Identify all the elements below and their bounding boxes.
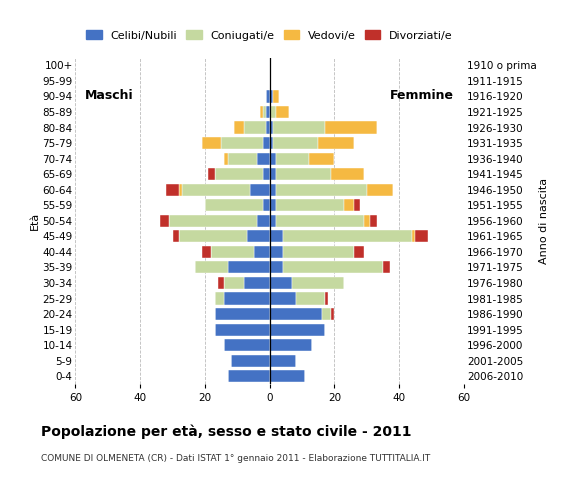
Bar [270, 90, 273, 103]
Bar [263, 168, 270, 180]
Bar [215, 168, 263, 180]
Bar [276, 168, 331, 180]
Bar [270, 246, 282, 258]
Bar [257, 215, 270, 227]
Bar [247, 230, 270, 242]
Bar [260, 106, 263, 118]
Y-axis label: Età: Età [30, 212, 39, 230]
Bar [179, 230, 247, 242]
Bar [253, 246, 270, 258]
Bar [160, 215, 169, 227]
Bar [224, 277, 244, 289]
Bar [270, 168, 276, 180]
Bar [273, 121, 325, 133]
Bar [221, 137, 263, 149]
Bar [202, 246, 212, 258]
Bar [325, 292, 328, 305]
Bar [166, 184, 179, 196]
Bar [296, 292, 325, 305]
Bar [270, 199, 276, 211]
Bar [215, 292, 224, 305]
Bar [270, 308, 321, 320]
Bar [208, 168, 215, 180]
Text: Femmine: Femmine [390, 89, 454, 102]
Bar [234, 121, 244, 133]
Bar [270, 355, 296, 367]
Bar [263, 106, 266, 118]
Bar [263, 137, 270, 149]
Bar [227, 370, 270, 382]
Bar [276, 199, 344, 211]
Bar [276, 215, 364, 227]
Bar [270, 324, 325, 336]
Bar [370, 215, 376, 227]
Bar [212, 246, 253, 258]
Bar [215, 308, 270, 320]
Bar [292, 277, 344, 289]
Bar [270, 215, 276, 227]
Bar [270, 370, 305, 382]
Bar [344, 199, 354, 211]
Bar [364, 215, 370, 227]
Text: Maschi: Maschi [85, 89, 134, 102]
Bar [182, 184, 251, 196]
Bar [270, 137, 273, 149]
Bar [179, 184, 182, 196]
Bar [270, 292, 296, 305]
Bar [276, 106, 289, 118]
Bar [331, 308, 335, 320]
Bar [276, 184, 367, 196]
Bar [270, 121, 273, 133]
Bar [383, 262, 390, 274]
Bar [202, 137, 221, 149]
Bar [354, 246, 364, 258]
Bar [169, 215, 257, 227]
Bar [367, 184, 393, 196]
Text: Popolazione per età, sesso e stato civile - 2011: Popolazione per età, sesso e stato civil… [41, 425, 411, 439]
Bar [321, 308, 331, 320]
Bar [227, 153, 257, 165]
Bar [224, 339, 270, 351]
Bar [270, 262, 282, 274]
Bar [415, 230, 429, 242]
Bar [282, 246, 354, 258]
Bar [251, 184, 270, 196]
Bar [244, 277, 270, 289]
Bar [173, 230, 179, 242]
Bar [266, 121, 270, 133]
Bar [270, 277, 292, 289]
Bar [412, 230, 415, 242]
Bar [257, 153, 270, 165]
Bar [218, 277, 224, 289]
Bar [244, 121, 266, 133]
Bar [273, 137, 318, 149]
Bar [195, 262, 227, 274]
Bar [354, 199, 360, 211]
Bar [263, 199, 270, 211]
Bar [270, 106, 276, 118]
Bar [215, 324, 270, 336]
Bar [231, 355, 270, 367]
Bar [325, 121, 376, 133]
Bar [318, 137, 354, 149]
Bar [270, 184, 276, 196]
Bar [331, 168, 364, 180]
Bar [270, 153, 276, 165]
Bar [266, 106, 270, 118]
Y-axis label: Anno di nascita: Anno di nascita [539, 178, 549, 264]
Bar [227, 262, 270, 274]
Bar [266, 90, 270, 103]
Bar [276, 153, 309, 165]
Text: COMUNE DI OLMENETA (CR) - Dati ISTAT 1° gennaio 2011 - Elaborazione TUTTITALIA.I: COMUNE DI OLMENETA (CR) - Dati ISTAT 1° … [41, 454, 430, 463]
Bar [282, 262, 383, 274]
Bar [273, 90, 280, 103]
Bar [224, 292, 270, 305]
Bar [224, 153, 227, 165]
Bar [282, 230, 412, 242]
Bar [205, 199, 263, 211]
Bar [309, 153, 335, 165]
Bar [270, 230, 282, 242]
Legend: Celibi/Nubili, Coniugati/e, Vedovi/e, Divorziati/e: Celibi/Nubili, Coniugati/e, Vedovi/e, Di… [82, 25, 458, 45]
Bar [270, 339, 312, 351]
